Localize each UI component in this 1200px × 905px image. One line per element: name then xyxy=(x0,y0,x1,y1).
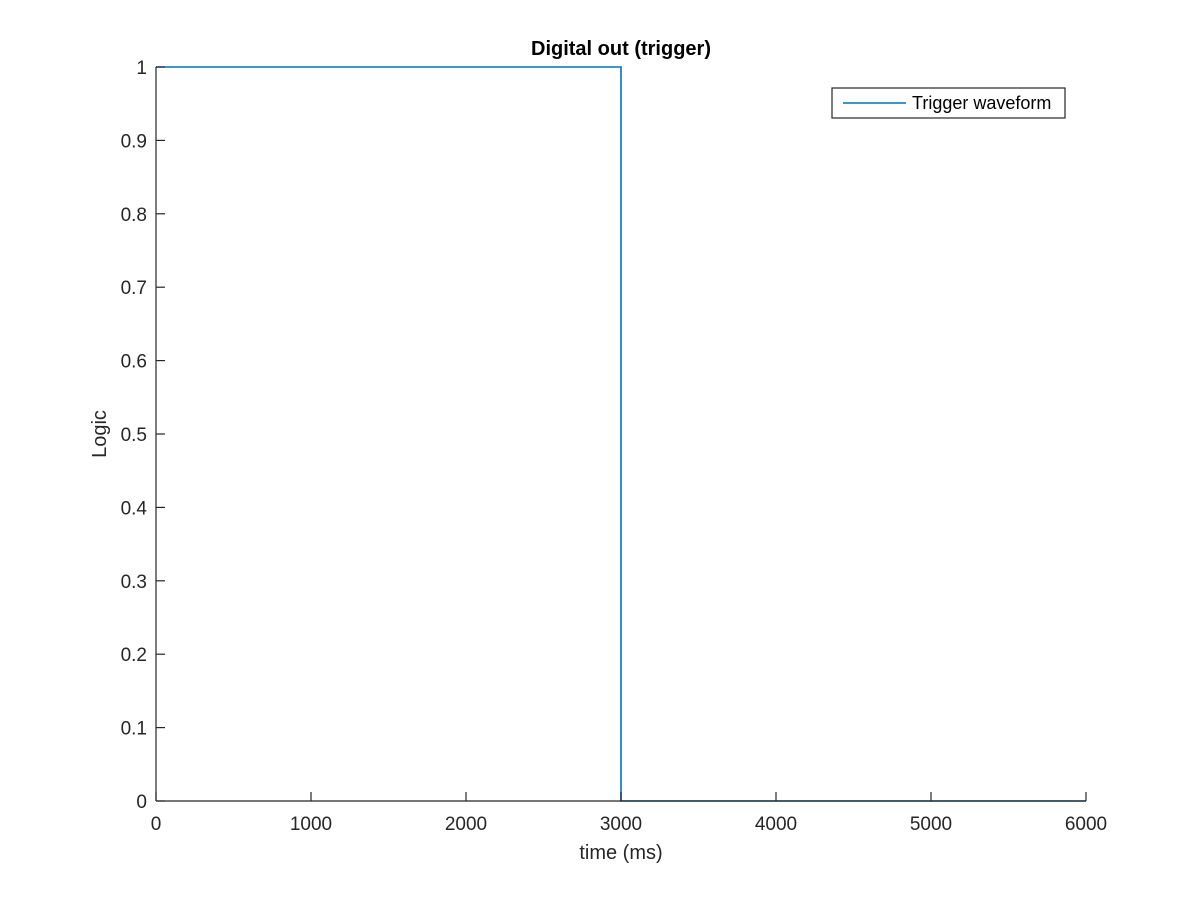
chart-title: Digital out (trigger) xyxy=(531,38,711,60)
y-tick-label: 0.6 xyxy=(121,352,147,373)
y-ticks: 0 0.1 0.2 0.3 0.4 0.5 0.6 0.7 0.8 0.9 1 xyxy=(121,58,165,813)
x-tick-label: 5000 xyxy=(910,814,952,835)
y-tick-label: 0.1 xyxy=(121,719,147,740)
x-tick-label: 4000 xyxy=(755,814,797,835)
y-tick-label: 0.5 xyxy=(121,425,147,446)
y-tick-label: 0 xyxy=(136,792,147,813)
y-tick-label: 0.7 xyxy=(121,278,147,299)
y-tick-label: 0.2 xyxy=(121,645,147,666)
x-tick-label: 2000 xyxy=(445,814,487,835)
x-ticks: 0 1000 2000 3000 4000 5000 6000 xyxy=(151,792,1107,835)
x-tick-label: 0 xyxy=(151,814,162,835)
x-axis-label: time (ms) xyxy=(579,842,662,864)
y-tick-label: 0.3 xyxy=(121,572,147,593)
x-tick-label: 3000 xyxy=(600,814,642,835)
y-tick-label: 1 xyxy=(136,58,147,79)
x-tick-label: 6000 xyxy=(1065,814,1107,835)
legend-entry-label: Trigger waveform xyxy=(912,93,1051,113)
y-tick-label: 0.9 xyxy=(121,131,147,152)
y-tick-label: 0.8 xyxy=(121,205,147,226)
legend: Trigger waveform xyxy=(831,87,1066,119)
x-tick-label: 1000 xyxy=(290,814,332,835)
y-tick-label: 0.4 xyxy=(121,498,148,519)
y-axis-label: Logic xyxy=(89,410,111,458)
